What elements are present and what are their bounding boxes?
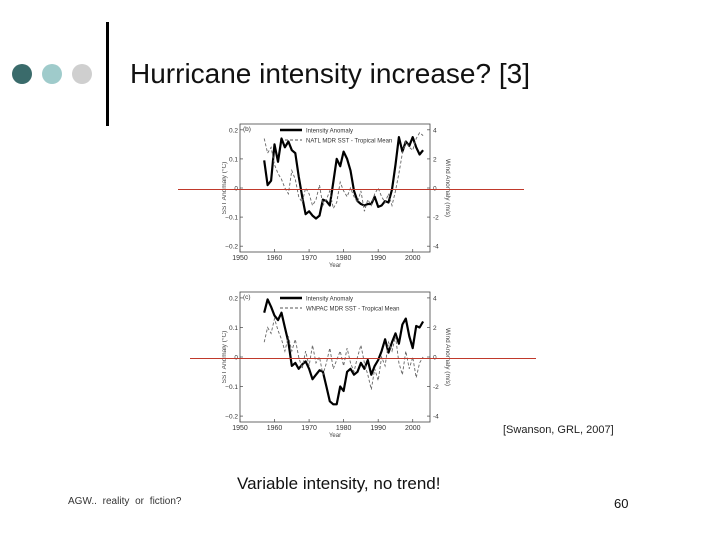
panel-b-series-sst-anomaly-line: [263, 132, 424, 212]
page-number: 60: [614, 496, 629, 511]
dot-gray: [72, 64, 92, 84]
panel-c-y2tick-label: -4: [433, 414, 439, 421]
panel-c-ytick-label: 0.2: [229, 295, 238, 302]
panel-c-xtick-label: 1960: [267, 425, 283, 432]
panel-c-xtick-label: 1970: [301, 425, 317, 432]
panel-c-y2tick-label: -2: [433, 384, 439, 391]
panel-b-xlabel: Year: [329, 263, 341, 269]
panel-b-xtick-label: 1950: [232, 255, 248, 262]
panel-b-y2label: Wind Anomaly (m/s): [444, 159, 451, 217]
panel-c-xtick-label: 1980: [336, 425, 352, 432]
panel-b-ytick-label: −0.2: [225, 244, 238, 251]
citation-caption: [Swanson, GRL, 2007]: [503, 424, 614, 436]
panel-b-y2tick-label: 2: [433, 156, 437, 163]
panel-c-xtick-label: 1990: [370, 425, 386, 432]
panel-b-y2tick-label: -2: [433, 215, 439, 222]
panel-b-xtick-label: 1980: [336, 255, 352, 262]
zero-reference-line-bottom: [190, 358, 536, 360]
panel-c-ytick-label: 0.1: [229, 325, 238, 332]
panel-b-y2tick-label: -4: [433, 244, 439, 251]
panel-c-legend-label-1: Intensity Anomaly: [306, 297, 353, 303]
panel-b-ylabel: SST Anomaly (°C): [222, 162, 228, 215]
panel-b-xtick-label: 1970: [301, 255, 317, 262]
panel-c-xlabel: Year: [329, 433, 341, 439]
decorative-dots: [12, 64, 102, 86]
panel-b-series-intensity-anomaly-line: [263, 136, 424, 220]
panel-c-y2label: Wind Anomaly (m/s): [444, 328, 451, 386]
panel-b-xtick-label: 1960: [267, 255, 283, 262]
panel-b-tag: (b): [243, 126, 251, 133]
panel-c-xtick-label: 2000: [405, 425, 421, 432]
dot-dark-teal: [12, 64, 32, 84]
panel-b-ytick-label: 0.2: [229, 127, 238, 134]
panel-c-series-intensity-anomaly-line: [263, 298, 425, 406]
panel-c-series-sst-anomaly-line: [263, 316, 424, 390]
panel-c-ytick-label: −0.2: [225, 414, 238, 421]
panel-c-ytick-label: −0.1: [225, 384, 238, 391]
panel-c-tag: (c): [243, 294, 251, 301]
panel-b-y2tick-label: 4: [433, 127, 437, 134]
slide-title: Hurricane intensity increase? [3]: [130, 58, 530, 89]
panel-c-y2tick-label: 4: [433, 295, 437, 302]
figure-swanson-panels: 195019601970198019902000Year0.20.10−0.1−…: [222, 123, 451, 439]
panel-c-y2tick-label: 2: [433, 325, 437, 332]
panel-c-legend-label-2: WNPAC MDR SST - Tropical Mean: [306, 307, 399, 313]
zero-reference-line-top: [178, 189, 524, 191]
title-divider-bar: [106, 22, 109, 126]
slide-tagline: Variable intensity, no trend!: [237, 474, 441, 493]
dot-light-teal: [42, 64, 62, 84]
panel-b-ytick-label: 0.1: [229, 156, 238, 163]
panel-b-legend-label-1: Intensity Anomaly: [306, 129, 353, 135]
panel-c-ylabel: SST Anomaly (°C): [222, 331, 228, 384]
panel-b-xtick-label: 1990: [370, 255, 386, 262]
panel-c-xtick-label: 1950: [232, 425, 248, 432]
panel-b-ytick-label: −0.1: [225, 215, 238, 222]
footer-title: AGW.. reality or fiction?: [68, 496, 182, 507]
panel-b-legend-label-2: NATL MDR SST - Tropical Mean: [306, 139, 392, 145]
panel-b-xtick-label: 2000: [405, 255, 421, 262]
